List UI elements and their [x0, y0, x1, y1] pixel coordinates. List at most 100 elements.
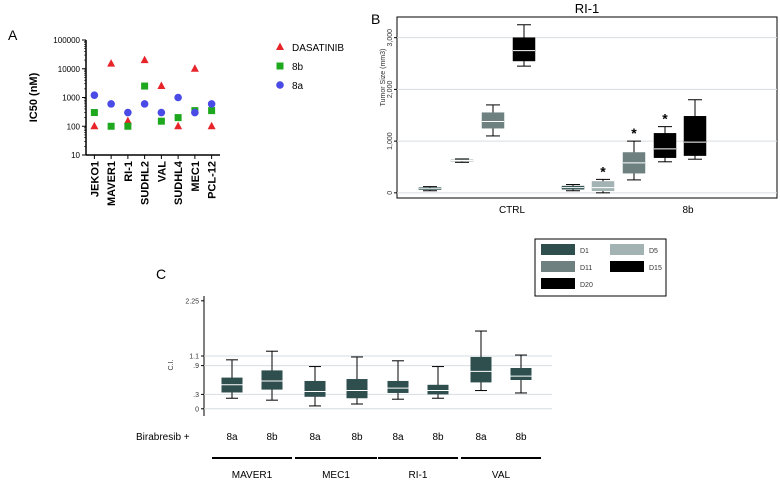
- data-point-dasatinib: [123, 116, 132, 125]
- cell-line-label: MAVER1: [232, 470, 273, 481]
- data-point-8b: [208, 107, 216, 115]
- data-point-8a: [174, 93, 182, 102]
- data-point-dasatinib: [174, 121, 183, 130]
- y-tick-label: 1.1: [189, 354, 199, 361]
- legend-label: 8b: [292, 62, 304, 73]
- data-point-dasatinib: [157, 81, 166, 90]
- significance-star: *: [662, 111, 668, 127]
- legend-swatch: [610, 244, 644, 255]
- data-point-8b: [90, 109, 98, 117]
- data-point-dasatinib: [140, 55, 149, 64]
- y-tick-label: 10000: [58, 65, 81, 74]
- y-tick-label: 1,000: [387, 132, 394, 150]
- group-label: 8b: [682, 205, 694, 216]
- box-8b-d5: [591, 181, 615, 192]
- box-8b-d20: [683, 116, 707, 156]
- legend-label: D20: [580, 282, 593, 289]
- legend-label: D5: [649, 248, 658, 255]
- significance-star: *: [631, 125, 637, 141]
- box-val-8b: [510, 368, 532, 380]
- y-tick-label: 100: [67, 122, 81, 131]
- panel-label-a: A: [8, 27, 18, 43]
- group-label: CTRL: [499, 205, 526, 216]
- drug-label: 8b: [266, 432, 278, 443]
- panel-label-c: C: [156, 266, 166, 282]
- y-tick-label: 10: [71, 151, 80, 160]
- legend-swatch: [541, 278, 575, 289]
- box-val-8a: [470, 356, 492, 383]
- data-point-8a: [107, 100, 115, 108]
- box-mec1-8b: [346, 379, 368, 399]
- x-tick-label: RI-1: [123, 161, 135, 182]
- y-tick-label: 1000: [62, 94, 80, 103]
- box-8b-d15: [653, 133, 677, 158]
- legend-swatch: [541, 244, 575, 255]
- data-point-8b: [124, 122, 132, 130]
- legend-swatch: [610, 261, 644, 272]
- data-point-8b: [141, 82, 149, 90]
- x-tick-label: SUDHL4: [173, 160, 185, 205]
- x-tick-label: MEC1: [190, 161, 202, 192]
- box-ctrl-d11: [481, 112, 505, 129]
- y-tick-label: 0: [387, 191, 394, 195]
- y-axis-label: C.I.: [168, 360, 175, 371]
- data-point-8b: [157, 117, 165, 125]
- legend-marker: [276, 81, 284, 89]
- drug-label: 8b: [351, 432, 363, 443]
- x-tick-label: PCL-12: [207, 161, 219, 199]
- x-tick-label: JEKO1: [89, 161, 101, 197]
- box-mec1-8a: [304, 380, 326, 397]
- legend-label: D1: [580, 248, 589, 255]
- cell-line-label: MEC1: [322, 470, 350, 481]
- y-axis-label: Tumor Size (mm3): [380, 49, 387, 107]
- cell-line-label: RI-1: [409, 470, 428, 481]
- panel-label-b: B: [371, 11, 380, 27]
- panel-a-scatter: 10 100 1000 10000 100000 IC50 (nM) JEKO1 MAVER1…: [28, 36, 344, 206]
- data-point-8a: [157, 108, 166, 117]
- y-axis-label: IC50 (nM): [28, 72, 40, 122]
- drug-label: 8a: [226, 432, 238, 443]
- y-tick-label: .9: [193, 363, 199, 370]
- y-tick-label: 2,000: [387, 81, 394, 99]
- data-point-dasatinib: [107, 59, 116, 67]
- panel-c-boxplot: 0 .3 .9 1.1 2.25 C.I. 8a 8b 8a 8b 8a 8b 8a 8b Birabres…: [136, 296, 552, 481]
- data-point-8a: [191, 108, 199, 117]
- data-point-dasatinib: [207, 121, 216, 130]
- legend-label: DASATINIB: [292, 43, 344, 54]
- chart-title: RI-1: [575, 1, 600, 16]
- y-tick-label: 100000: [53, 36, 80, 45]
- legend-label: D15: [649, 265, 662, 272]
- y-tick-label: 0: [195, 406, 199, 413]
- row-label: Birabresib +: [136, 432, 190, 443]
- data-point-dasatinib: [90, 121, 99, 130]
- cell-line-label: VAL: [492, 470, 511, 481]
- y-tick-label: .3: [193, 392, 199, 399]
- data-point-dasatinib: [190, 64, 199, 72]
- drug-label: 8b: [432, 432, 444, 443]
- box-ri-1-8a: [387, 380, 409, 393]
- plot-frame: [396, 16, 778, 199]
- x-tick-label: SUDHL2: [140, 161, 152, 205]
- data-point-8a: [140, 100, 149, 108]
- drug-label: 8b: [515, 432, 527, 443]
- drug-label: 8a: [475, 432, 487, 443]
- x-tick-label: VAL: [156, 161, 168, 182]
- y-tick-label: 2.25: [185, 298, 199, 305]
- box-maver1-8b: [261, 370, 283, 390]
- data-point-8b: [107, 122, 115, 130]
- data-point-8a: [90, 91, 99, 100]
- drug-label: 8a: [309, 432, 321, 443]
- box-ri-1-8b: [427, 384, 449, 395]
- legend-swatch: [541, 261, 575, 272]
- data-point-8b: [174, 114, 182, 122]
- legend-label: 8a: [292, 81, 304, 92]
- drug-label: 8a: [392, 432, 404, 443]
- y-tick-label: 3,000: [387, 29, 394, 47]
- legend-marker: [276, 42, 284, 50]
- significance-star: *: [600, 163, 606, 179]
- legend-label: D11: [580, 265, 592, 272]
- legend-marker: [276, 62, 284, 70]
- data-point-8a: [207, 100, 216, 108]
